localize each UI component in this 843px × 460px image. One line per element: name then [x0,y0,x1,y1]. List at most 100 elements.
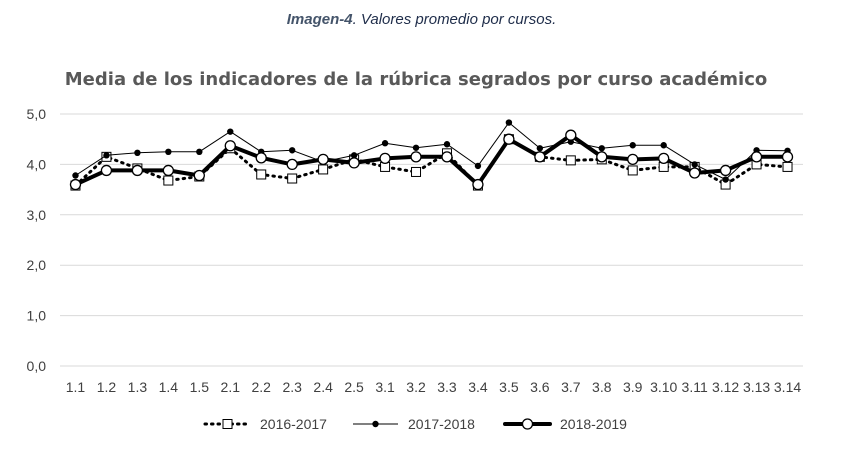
data-point [474,162,482,170]
data-point [224,140,236,152]
x-tick-label: 3.3 [437,379,457,395]
data-point [782,161,793,172]
legend-label: 2016-2017 [260,416,327,432]
x-tick-label: 3.13 [743,379,770,395]
x-tick-label: 3.10 [650,379,677,395]
data-point [505,119,513,126]
caption-text: . Valores promedio por cursos. [352,11,557,28]
x-tick-label: 3.8 [592,379,612,395]
data-point [165,148,172,155]
data-point [691,161,698,168]
y-tick-label: 3,0 [27,207,47,223]
x-tick-label: 2.2 [251,379,271,395]
x-tick-label: 2.5 [344,379,364,395]
x-tick-label: 3.12 [712,379,739,395]
y-axis-ticks: 0,0 1,0 2,0 3,0 4,0 5,0 [27,106,47,374]
data-point [317,153,329,166]
series-2018-2019 [69,129,794,191]
chart-series [69,119,794,191]
x-tick-label: 3.7 [561,379,581,395]
data-point [781,151,794,163]
legend-label: 2018-2019 [560,416,627,432]
x-tick-label: 1.1 [66,379,86,395]
series-line [73,133,790,187]
data-point [598,145,605,152]
data-point [381,140,389,147]
data-point [196,148,203,155]
data-point [287,173,298,184]
y-tick-label: 1,0 [27,308,47,324]
data-point [658,152,670,165]
x-tick-label: 1.2 [97,379,117,395]
legend-marker [372,420,379,428]
legend-item: 2018-2019 [503,416,627,432]
x-tick-label: 3.1 [375,379,395,395]
x-tick-label: 1.4 [159,379,179,395]
data-point [255,152,267,164]
data-point [72,172,79,179]
data-point [441,151,453,163]
x-tick-label: 1.5 [190,379,210,395]
x-tick-label: 3.6 [530,379,550,395]
x-tick-label: 3.14 [774,379,801,395]
x-tick-label: 1.3 [128,379,148,395]
y-tick-label: 0,0 [27,358,47,374]
legend-item: 2016-2017 [203,416,327,432]
y-tick-label: 5,0 [27,106,47,122]
data-point [412,144,420,151]
series-2016-2017 [70,134,793,191]
data-point [443,141,451,148]
data-point [627,165,638,176]
data-point [379,152,391,165]
x-axis-ticks: 1.1 1.2 1.3 1.4 1.5 2.1 2.2 2.3 2.4 2.5 3.1 3.2 3.3 3… [66,379,802,395]
x-tick-label: 3.5 [499,379,519,395]
x-tick-label: 3.9 [623,379,643,395]
caption-label: Imagen-4 [286,11,353,28]
data-point [534,151,546,163]
legend-marker [521,418,534,430]
series-line [75,122,788,180]
series-line [74,137,789,188]
x-tick-label: 2.4 [313,379,333,395]
data-point [472,178,484,191]
x-tick-label: 3.4 [468,379,488,395]
data-point [69,178,82,191]
series-2017-2018 [72,119,791,183]
data-point [503,133,515,145]
data-point [350,152,358,159]
data-point [627,153,639,166]
legend-label: 2017-2018 [408,416,475,432]
data-point [103,152,110,159]
data-point [131,164,144,177]
data-point [318,164,329,175]
figure-caption: Imagen-4. Valores promedio por cursos. [0,11,843,28]
x-tick-label: 2.3 [282,379,302,395]
data-point [688,167,701,179]
data-point [410,151,422,163]
data-point [565,155,576,166]
x-tick-label: 3.2 [406,379,426,395]
data-point [288,147,296,154]
y-tick-label: 4,0 [27,156,47,172]
legend-marker [222,419,233,429]
data-point [750,151,763,163]
data-point [660,142,667,149]
data-point [193,169,205,182]
data-point [100,164,113,177]
y-tick-label: 2,0 [27,257,47,273]
data-point [162,164,175,177]
data-point [411,166,422,177]
data-point [286,158,298,171]
data-point [629,142,636,149]
data-point [596,151,608,163]
chart-legend: 2016-2017 2017-2018 2018-2019 [203,416,627,432]
data-point [348,157,360,169]
chart-gridlines [60,113,803,367]
data-point [163,175,174,186]
data-point [134,149,141,157]
data-point [536,145,544,152]
legend-item: 2017-2018 [353,416,475,432]
chart-title: Media de los indicadores de la rúbrica s… [65,69,767,90]
data-point [227,128,234,135]
